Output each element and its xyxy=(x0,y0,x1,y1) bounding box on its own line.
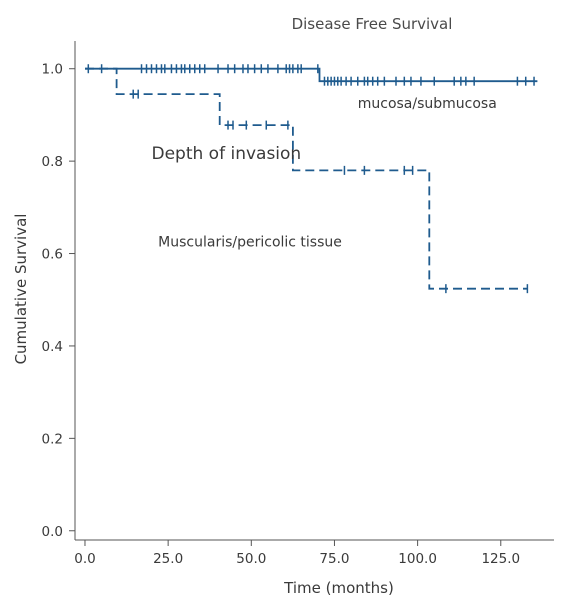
axes: 0.0 25.0 50.0 75.0 100.0 125.0 0.0 0.2 0.4 0.6 0.8… xyxy=(42,41,554,567)
annotation-1: mucosa/submucosa xyxy=(358,96,497,112)
y-tick-label: 0.8 xyxy=(42,154,63,170)
x-tick-label: 100.0 xyxy=(398,551,437,567)
y-tick-label: 0.2 xyxy=(42,431,63,447)
x-tick-label: 0.0 xyxy=(74,551,95,567)
y-axis-label: Cumulative Survival xyxy=(12,214,30,365)
x-tick-label: 75.0 xyxy=(319,551,349,567)
x-axis-label: Time (months) xyxy=(283,579,394,597)
chart-title: Disease Free Survival xyxy=(292,15,453,33)
annotation-2: Muscularis/pericolic tissue xyxy=(158,235,342,251)
y-tick-label: 0.4 xyxy=(42,339,63,355)
y-tick-label: 0.6 xyxy=(42,247,63,263)
annotation-0: Depth of invasion xyxy=(152,144,302,164)
series-line-muscularis-pericolic xyxy=(85,67,528,290)
annotations: Depth of invasion mucosa/submucosa Muscula… xyxy=(152,96,497,251)
x-tick-label: 25.0 xyxy=(153,551,183,567)
x-tick-label: 125.0 xyxy=(481,551,520,567)
y-tick-label: 1.0 xyxy=(42,62,63,78)
x-tick-label: 50.0 xyxy=(236,551,266,567)
plot-area xyxy=(85,64,538,294)
y-tick-label: 0.0 xyxy=(42,524,63,540)
series-line-mucosa-submucosa xyxy=(85,67,538,83)
